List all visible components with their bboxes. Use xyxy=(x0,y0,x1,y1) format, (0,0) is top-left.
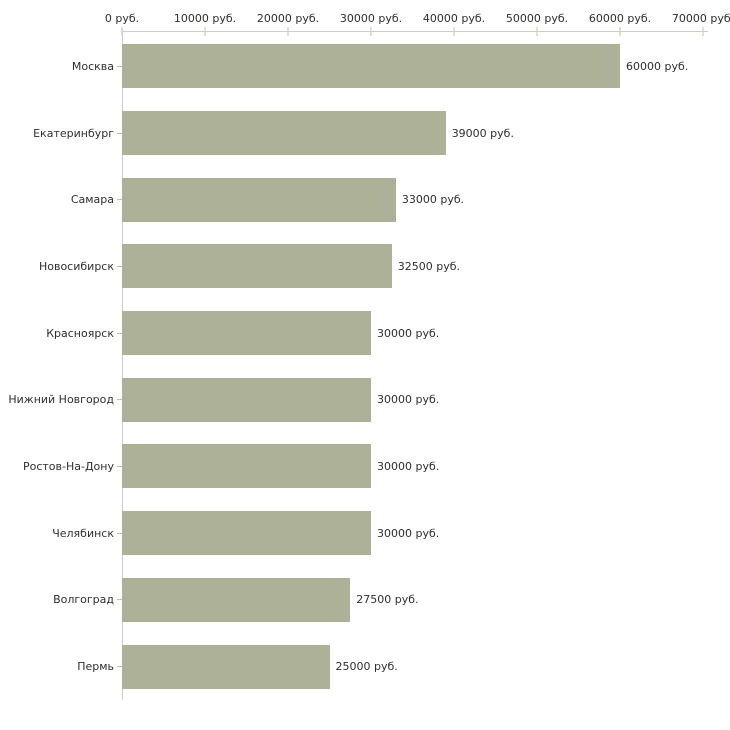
bar-row: Нижний Новгород 30000 руб. xyxy=(0,366,730,433)
bar-row: Пермь 25000 руб. xyxy=(0,633,730,700)
x-tick-label: 20000 руб. xyxy=(256,12,320,25)
x-axis-line xyxy=(122,31,708,32)
x-tick-label: 40000 руб. xyxy=(422,12,486,25)
bar xyxy=(122,444,371,489)
y-axis-line xyxy=(122,29,123,700)
category-label: Красноярск xyxy=(46,326,114,340)
bar-area: 30000 руб. xyxy=(122,300,703,367)
x-tick-label: 0 руб. xyxy=(104,12,140,25)
x-tick-label: 30000 руб. xyxy=(339,12,403,25)
chart-rows: Москва 60000 руб. Екатеринбург 39000 руб… xyxy=(0,33,730,700)
bar-value-label: 60000 руб. xyxy=(626,59,689,73)
bar-value-label: 25000 руб. xyxy=(335,660,398,674)
bar xyxy=(122,377,371,422)
bar-area: 60000 руб. xyxy=(122,33,703,100)
bar-area: 30000 руб. xyxy=(122,366,703,433)
bar-row: Ростов-На-Дону 30000 руб. xyxy=(0,433,730,500)
bar-area: 30000 руб. xyxy=(122,433,703,500)
bar xyxy=(122,244,392,289)
category-tick-mark xyxy=(117,465,122,467)
category-label: Москва xyxy=(71,59,114,73)
category-label: Новосибирск xyxy=(38,259,114,273)
bar-value-label: 30000 руб. xyxy=(377,326,440,340)
bar xyxy=(122,44,620,89)
category-label: Самара xyxy=(70,193,114,207)
bar-row: Екатеринбург 39000 руб. xyxy=(0,100,730,167)
bar-value-label: 32500 руб. xyxy=(397,259,461,273)
category-tick-mark xyxy=(117,332,122,334)
bar-row: Новосибирск 32500 руб. xyxy=(0,233,730,300)
bar-value-label: 30000 руб. xyxy=(377,393,440,407)
category-label: Челябинск xyxy=(52,526,114,540)
bar xyxy=(122,311,371,356)
x-axis: 0 руб. 10000 руб. 20000 руб. 30000 руб. … xyxy=(0,12,730,28)
bar-value-label: 27500 руб. xyxy=(356,593,419,607)
bar-row: Самара 33000 руб. xyxy=(0,166,730,233)
bar-value-label: 39000 руб. xyxy=(451,126,514,140)
bar-row: Челябинск 30000 руб. xyxy=(0,500,730,567)
bar-value-label: 30000 руб. xyxy=(377,526,440,540)
bar-row: Волгоград 27500 руб. xyxy=(0,567,730,634)
bar xyxy=(122,177,396,222)
bar-area: 33000 руб. xyxy=(122,166,703,233)
bar-row: Красноярск 30000 руб. xyxy=(0,300,730,367)
x-tick-label: 50000 руб. xyxy=(505,12,569,25)
category-tick-mark xyxy=(117,265,122,267)
category-tick-mark xyxy=(117,532,122,534)
bar xyxy=(122,644,330,689)
category-tick-mark xyxy=(117,132,122,134)
bar xyxy=(122,577,351,622)
bar-area: 30000 руб. xyxy=(122,500,703,567)
bar-area: 39000 руб. xyxy=(122,100,703,167)
x-tick-label: 60000 руб. xyxy=(588,12,652,25)
bar xyxy=(122,111,446,156)
category-tick-mark xyxy=(117,399,122,401)
bar-area: 27500 руб. xyxy=(122,567,703,634)
category-tick-mark xyxy=(117,65,122,67)
category-label: Пермь xyxy=(77,660,114,674)
category-tick-mark xyxy=(117,666,122,668)
bar-value-label: 30000 руб. xyxy=(377,459,440,473)
bar-value-label: 33000 руб. xyxy=(401,193,465,207)
category-label: Волгоград xyxy=(53,593,114,607)
bar-row: Москва 60000 руб. xyxy=(0,33,730,100)
category-label: Екатеринбург xyxy=(33,126,114,140)
category-label: Нижний Новгород xyxy=(8,393,114,407)
category-tick-mark xyxy=(117,599,122,601)
category-label: Ростов-На-Дону xyxy=(22,459,114,473)
category-tick-mark xyxy=(117,199,122,201)
x-tick-label: 70000 руб. xyxy=(671,12,730,25)
bar-area: 25000 руб. xyxy=(122,633,703,700)
x-tick-label: 10000 руб. xyxy=(173,12,237,25)
bar-area: 32500 руб. xyxy=(122,233,703,300)
bar xyxy=(122,511,371,556)
